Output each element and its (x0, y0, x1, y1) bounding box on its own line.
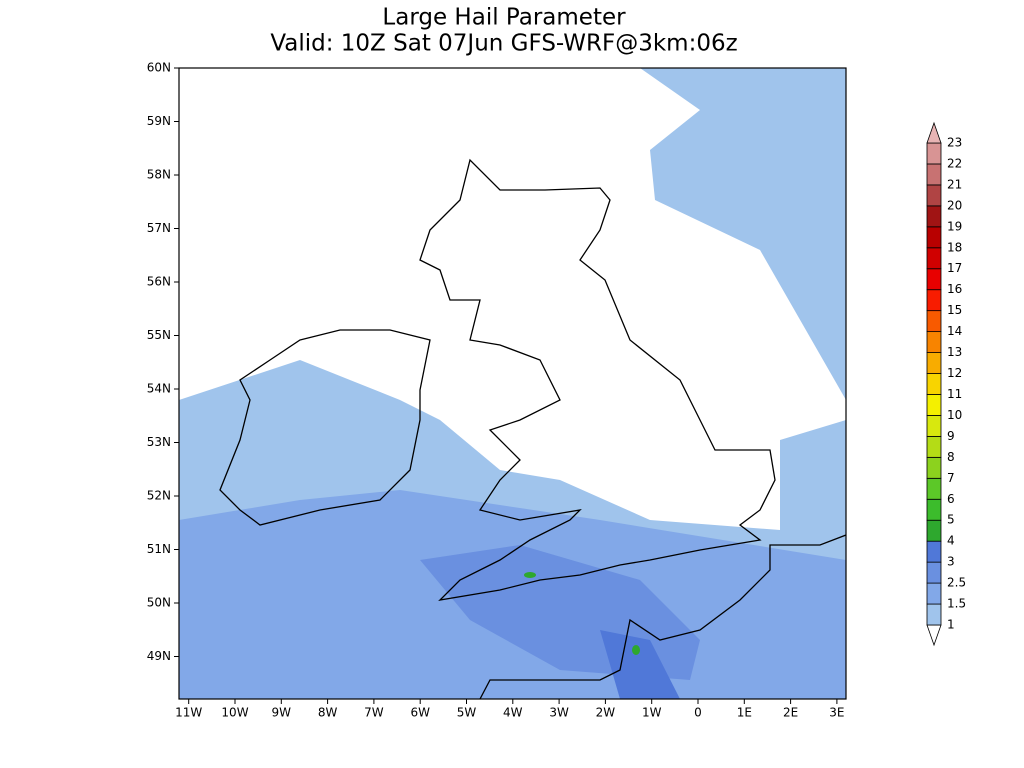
colorbar-label: 13 (947, 345, 962, 359)
colorbar-label: 23 (947, 136, 962, 150)
colorbar-segment (926, 226, 942, 249)
lon-label: 5W (457, 706, 477, 720)
colorbar-segment (926, 415, 942, 437)
colorbar-label: 1.5 (947, 597, 966, 611)
lat-label: 51N (147, 542, 171, 556)
high-area (600, 630, 680, 699)
lon-label: 2E (783, 706, 798, 720)
colorbar-segment (926, 142, 942, 165)
colorbar-segment (926, 477, 942, 500)
colorbar-label: 1 (947, 618, 955, 632)
lat-label: 52N (147, 489, 171, 503)
colorbar-low-arrow (926, 624, 942, 647)
lat-label: 57N (147, 221, 171, 235)
colorbar-high-arrow (926, 121, 942, 144)
colorbar-label: 21 (947, 177, 962, 191)
lon-label: 9W (272, 706, 292, 720)
lon-label: 3E (829, 706, 844, 720)
lon-label: 8W (318, 706, 338, 720)
coastline (479, 534, 846, 699)
colorbar-segment (926, 456, 942, 479)
coastline (219, 329, 431, 526)
lat-label: 54N (147, 382, 171, 396)
hail-spot (632, 645, 640, 655)
colorbar-segment (926, 352, 942, 374)
colorbar-segment (926, 247, 942, 270)
colorbar-segment (926, 205, 942, 228)
colorbar-label: 20 (947, 198, 962, 212)
lon-label: 3W (549, 706, 569, 720)
colorbar-segment (926, 268, 942, 291)
lat-label: 55N (147, 328, 171, 342)
colorbar-label: 4 (947, 534, 955, 548)
lat-label: 56N (147, 275, 171, 289)
lon-label: 1E (737, 706, 752, 720)
colorbar-label: 3 (947, 555, 955, 569)
colorbar-label: 7 (947, 471, 955, 485)
colorbar-segment (926, 582, 942, 605)
lon-label: 10W (221, 706, 248, 720)
lon-label: 0 (694, 706, 702, 720)
colorbar-segment (926, 310, 942, 333)
colorbar-label: 11 (947, 387, 962, 401)
lat-label: 50N (147, 596, 171, 610)
colorbar-label: 2.5 (947, 576, 966, 590)
colorbar-segment (926, 394, 942, 416)
lon-label: 6W (410, 706, 430, 720)
colorbar-label: 17 (947, 261, 962, 275)
colorbar-label: 15 (947, 303, 962, 317)
colorbar-label: 16 (947, 282, 962, 296)
subtitle: Valid: 10Z Sat 07Jun GFS-WRF@3km:06z (270, 31, 737, 57)
lat-label: 53N (147, 435, 171, 449)
lon-label: 11W (175, 706, 202, 720)
map-field (179, 68, 846, 699)
lat-label: 60N (147, 61, 171, 75)
colorbar-segment (926, 289, 942, 312)
lon-label: 2W (596, 706, 616, 720)
colorbar-segment (926, 163, 942, 186)
colorbar-segment (926, 561, 942, 584)
lat-label: 49N (147, 649, 171, 663)
colorbar-segment (926, 435, 942, 458)
colorbar-label: 9 (947, 429, 955, 443)
colorbar-segment (926, 331, 942, 353)
lon-label: 4W (503, 706, 523, 720)
colorbar-label: 22 (947, 156, 962, 170)
colorbar-segment (926, 603, 942, 626)
lon-label: 1W (642, 706, 662, 720)
hail-spot (524, 572, 536, 578)
coastline (419, 158, 776, 601)
colorbar-label: 5 (947, 513, 955, 527)
colorbar-segment (926, 498, 942, 521)
lat-label: 58N (147, 168, 171, 182)
low-area (179, 68, 846, 530)
colorbar-label: 10 (947, 408, 962, 422)
colorbar-label: 8 (947, 450, 955, 464)
lon-label: 7W (364, 706, 384, 720)
colorbar-label: 19 (947, 219, 962, 233)
colorbar-label: 6 (947, 492, 955, 506)
colorbar-segment (926, 373, 942, 395)
colorbar-segment (926, 540, 942, 563)
colorbar-label: 12 (947, 366, 962, 380)
colorbar-segment (926, 184, 942, 207)
lat-label: 59N (147, 114, 171, 128)
colorbar-label: 18 (947, 240, 962, 254)
colorbar-label: 14 (947, 324, 962, 338)
colorbar-segment (926, 519, 942, 542)
title: Large Hail Parameter (382, 5, 626, 31)
